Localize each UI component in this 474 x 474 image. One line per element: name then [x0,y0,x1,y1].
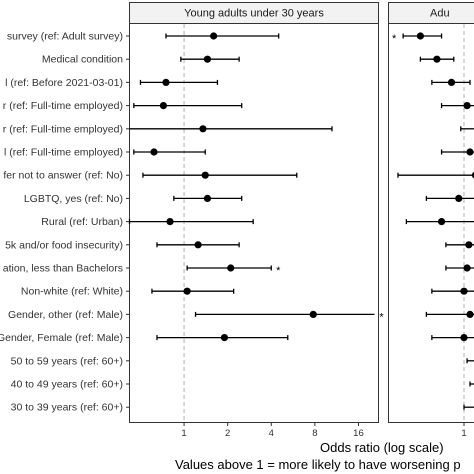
odds-ratio-point [166,218,174,226]
odds-ratio-point [465,241,473,249]
odds-ratio-point [220,334,229,342]
row-label: ation, less than Bachelors [3,263,123,275]
left-panel-title: Young adults under 30 years [184,8,324,20]
row-label: l (ref: Full-time employed) [4,147,123,159]
odds-ratio-point [447,78,456,86]
row-label: Rural (ref: Urban) [41,216,123,228]
odds-ratio-point [463,102,471,110]
left-panel-strip: Young adults under 30 years [129,2,379,24]
row-label: Gender, Female (ref: Male) [0,332,123,344]
odds-ratio-point [471,171,474,179]
row-label: Non-white (ref: White) [21,286,123,298]
row-label: r (ref: Full-time employed) [3,100,123,112]
x-tick-label: 4 [269,428,274,439]
right-panel-strip: Adu [388,2,474,24]
odds-ratio-point [227,264,235,272]
right-panel-estimates: * [392,32,474,410]
odds-ratio-point [463,264,471,272]
x-tick-label: 1 [461,428,466,439]
odds-ratio-point [433,55,441,63]
row-label: l (ref: Before 2021-03-01) [5,77,123,89]
significance-star: * [392,33,397,45]
odds-ratio-point [203,55,212,63]
x-tick-label: 2 [225,428,230,439]
figure-caption: Values above 1 = more likely to have wor… [175,457,461,472]
odds-ratio-point [416,32,424,40]
right-x-axis: 1 [461,422,467,439]
row-label: 30 to 39 years (ref: 60+) [11,402,123,414]
row-label: Medical condition [42,54,123,66]
row-label: survey (ref: Adult survey) [7,31,123,43]
significance-star: * [379,311,384,323]
odds-ratio-point [159,102,168,110]
odds-ratio-point [199,125,207,133]
odds-ratio-point [210,32,218,40]
row-labels: survey (ref: Adult survey) Medical condit… [0,31,130,414]
odds-ratio-point [466,148,474,156]
significance-star: * [276,265,281,277]
row-label: 5k and/or food insecurity) [5,239,123,251]
row-label: Gender, other (ref: Male) [8,309,123,321]
x-tick-label: 8 [312,428,317,439]
row-label: 50 to 59 years (ref: 60+) [11,355,123,367]
x-tick-label: 16 [353,428,364,439]
row-label: 40 to 49 years (ref: 60+) [11,379,123,391]
row-label: r (ref: Full-time employed) [3,123,123,135]
left-panel-estimates: ** [128,32,384,342]
odds-ratio-point [466,310,474,318]
x-axis-title: Odds ratio (log scale) [320,440,444,455]
odds-ratio-point [460,334,468,342]
row-label: fer not to answer (ref: No) [3,170,123,182]
odds-ratio-point [150,148,158,156]
left-x-axis: 1 2 4 8 16 [181,422,364,439]
x-tick-label: 1 [181,428,186,439]
odds-ratio-point [194,241,202,249]
odds-ratio-point [162,78,170,86]
odds-ratio-point [437,218,446,226]
odds-ratio-point [309,310,317,318]
odds-ratio-point [460,287,468,295]
right-panel-frame [388,23,474,423]
right-panel-title: Adu [430,8,450,20]
odds-ratio-point [183,287,191,295]
odds-ratio-point [203,194,212,202]
odds-ratio-point [201,171,209,179]
odds-ratio-point [455,194,463,202]
row-label: LGBTQ, yes (ref: No) [24,193,123,205]
